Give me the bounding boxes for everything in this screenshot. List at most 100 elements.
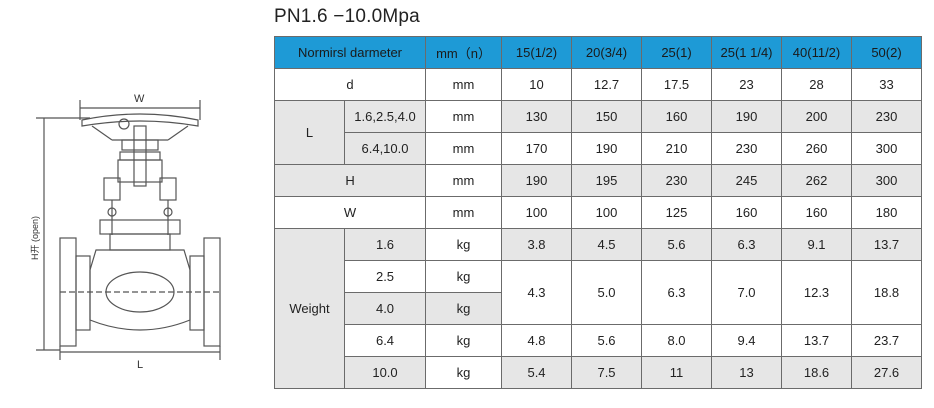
row-label: d bbox=[273, 68, 427, 101]
table-cell: 190 bbox=[711, 100, 783, 133]
spec-table: Normirsl darmeter mm（n） 15(1/2) 20(3/4) … bbox=[273, 36, 923, 389]
table-cell: 3.8 bbox=[501, 228, 573, 261]
table-cell: 18.8 bbox=[851, 260, 923, 325]
table-cell: 230 bbox=[851, 100, 923, 133]
table-cell: 7.5 bbox=[571, 356, 643, 389]
unit-cell: kg bbox=[425, 260, 503, 293]
table-cell: 160 bbox=[781, 196, 853, 229]
sub-label: 6.4 bbox=[343, 324, 427, 357]
table-cell: 7.0 bbox=[711, 260, 783, 325]
header-size: 20(3/4) bbox=[571, 36, 643, 69]
table-cell: 5.4 bbox=[501, 356, 573, 389]
sub-label: 2.5 bbox=[343, 260, 427, 293]
table-cell: 260 bbox=[781, 132, 853, 165]
header-size: 40(11/2) bbox=[781, 36, 853, 69]
header-size: 15(1/2) bbox=[501, 36, 573, 69]
header-row: Normirsl darmeter mm（n） 15(1/2) 20(3/4) … bbox=[273, 36, 923, 69]
table-cell: 230 bbox=[641, 164, 713, 197]
sub-label: 1.6,2.5,4.0 bbox=[343, 100, 427, 133]
unit-cell: kg bbox=[425, 292, 503, 325]
unit-cell: kg bbox=[425, 228, 503, 261]
w-label: W bbox=[134, 93, 145, 105]
table-cell: 4.8 bbox=[501, 324, 573, 357]
table-row: H mm 190 195 230 245 262 300 bbox=[273, 164, 923, 197]
table-cell: 6.3 bbox=[641, 260, 713, 325]
table-cell: 10 bbox=[501, 68, 573, 101]
table-cell: 9.4 bbox=[711, 324, 783, 357]
page-title: PN1.6 −10.0Mpa bbox=[274, 6, 420, 27]
header-size: 50(2) bbox=[851, 36, 923, 69]
table-cell: 190 bbox=[501, 164, 573, 197]
table-cell: 5.0 bbox=[571, 260, 643, 325]
header-unit: mm（n） bbox=[425, 36, 503, 69]
table-row: 6.4,10.0 mm 170 190 210 230 260 300 bbox=[274, 132, 923, 165]
table-cell: 6.3 bbox=[711, 228, 783, 261]
table-cell: 150 bbox=[571, 100, 643, 133]
l-label: L bbox=[137, 359, 143, 371]
table-cell: 11 bbox=[641, 356, 713, 389]
handwheel bbox=[81, 113, 199, 127]
header-size: 25(1 1/4) bbox=[711, 36, 783, 69]
sub-label: 6.4,10.0 bbox=[343, 132, 427, 165]
unit-cell: kg bbox=[425, 324, 503, 357]
sub-label: 10.0 bbox=[343, 356, 427, 389]
table-row: L 1.6,2.5,4.0 mm 130 150 160 190 200 230 bbox=[274, 100, 923, 165]
unit-cell: mm bbox=[425, 132, 503, 165]
table-cell: 4.5 bbox=[571, 228, 643, 261]
table-cell: 13.7 bbox=[781, 324, 853, 357]
row-label: Weight bbox=[274, 228, 345, 389]
row-label: L bbox=[274, 100, 345, 165]
table-row: Weight 1.6 kg 3.8 4.5 5.6 6.3 9.1 13.7 bbox=[274, 228, 923, 389]
table-cell: 13.7 bbox=[851, 228, 923, 261]
table-row: d mm 10 12.7 17.5 23 28 33 bbox=[273, 68, 923, 101]
sub-label: 1.6 bbox=[343, 228, 427, 261]
table-cell: 23.7 bbox=[851, 324, 923, 357]
unit-cell: mm bbox=[425, 196, 503, 229]
table-cell: 28 bbox=[781, 68, 853, 101]
table-cell: 33 bbox=[851, 68, 923, 101]
table-cell: 200 bbox=[781, 100, 853, 133]
h-open-label: H开 (open) bbox=[30, 216, 40, 260]
table-cell: 12.7 bbox=[571, 68, 643, 101]
table-cell: 100 bbox=[571, 196, 643, 229]
table-cell: 5.6 bbox=[641, 228, 713, 261]
table-row: 10.0 kg 5.4 7.5 11 13 18.6 27.6 bbox=[274, 356, 923, 389]
table-cell: 230 bbox=[711, 132, 783, 165]
table-cell: 13 bbox=[711, 356, 783, 389]
table-row: 2.5 kg 4.3 5.0 6.3 7.0 12.3 18.8 bbox=[274, 260, 923, 325]
table-cell: 125 bbox=[641, 196, 713, 229]
table-cell: 180 bbox=[851, 196, 923, 229]
table-cell: 17.5 bbox=[641, 68, 713, 101]
table-cell: 210 bbox=[641, 132, 713, 165]
table-cell: 18.6 bbox=[781, 356, 853, 389]
table-cell: 12.3 bbox=[781, 260, 853, 325]
table-cell: 262 bbox=[781, 164, 853, 197]
table-cell: 8.0 bbox=[641, 324, 713, 357]
unit-cell: mm bbox=[425, 68, 503, 101]
table-cell: 160 bbox=[641, 100, 713, 133]
header-size: 25(1) bbox=[641, 36, 713, 69]
table-cell: 130 bbox=[501, 100, 573, 133]
table-cell: 190 bbox=[571, 132, 643, 165]
valve-drawing: W L H开 (open) bbox=[30, 93, 221, 371]
table-cell: 4.3 bbox=[501, 260, 573, 325]
table-row: W mm 100 100 125 160 160 180 bbox=[273, 196, 923, 229]
valve-body bbox=[89, 249, 191, 331]
table-cell: 23 bbox=[711, 68, 783, 101]
table-cell: 245 bbox=[711, 164, 783, 197]
unit-cell: mm bbox=[425, 164, 503, 197]
table-cell: 195 bbox=[571, 164, 643, 197]
unit-cell: kg bbox=[425, 356, 503, 389]
table-cell: 160 bbox=[711, 196, 783, 229]
unit-cell: mm bbox=[425, 100, 503, 133]
sub-label: 4.0 bbox=[343, 292, 427, 325]
table-cell: 300 bbox=[851, 164, 923, 197]
table-cell: 170 bbox=[501, 132, 573, 165]
table-cell: 9.1 bbox=[781, 228, 853, 261]
table-cell: 27.6 bbox=[851, 356, 923, 389]
table-cell: 5.6 bbox=[571, 324, 643, 357]
table-cell: 300 bbox=[851, 132, 923, 165]
table-cell: 100 bbox=[501, 196, 573, 229]
row-label: W bbox=[273, 196, 427, 229]
row-label: H bbox=[273, 164, 427, 197]
